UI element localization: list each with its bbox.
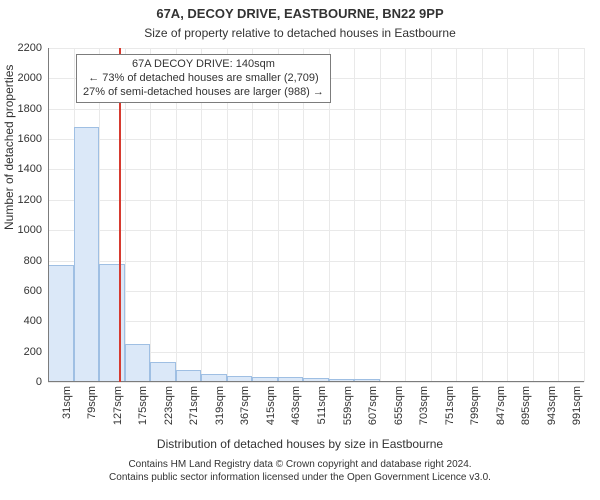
gridline-horizontal <box>48 291 584 292</box>
gridline-horizontal <box>48 139 584 140</box>
annotation-line: ← 73% of detached houses are smaller (2,… <box>83 72 324 86</box>
plot-area: 0200400600800100012001400160018002000220… <box>48 48 584 382</box>
x-tick-label: 703sqm <box>418 382 430 425</box>
x-tick-label: 79sqm <box>86 382 98 419</box>
gridline-vertical <box>380 48 381 382</box>
gridline-vertical <box>533 48 534 382</box>
x-tick-label: 367sqm <box>239 382 251 425</box>
y-tick-label: 0 <box>36 376 48 388</box>
x-tick-label: 751sqm <box>444 382 456 425</box>
gridline-vertical <box>507 48 508 382</box>
chart-figure: 67A, DECOY DRIVE, EASTBOURNE, BN22 9PP S… <box>0 0 600 500</box>
x-tick-label: 223sqm <box>163 382 175 425</box>
gridline-vertical <box>584 48 585 382</box>
y-tick-label: 1200 <box>18 194 48 206</box>
gridline-vertical <box>431 48 432 382</box>
y-tick-label: 2000 <box>18 72 48 84</box>
gridline-horizontal <box>48 230 584 231</box>
x-tick-label: 31sqm <box>61 382 73 419</box>
x-tick-label: 655sqm <box>393 382 405 425</box>
gridline-horizontal <box>48 200 584 201</box>
x-tick-label: 991sqm <box>571 382 583 425</box>
x-tick-label: 271sqm <box>188 382 200 425</box>
page-subtitle: Size of property relative to detached ho… <box>0 26 600 40</box>
x-tick-label: 127sqm <box>112 382 124 425</box>
gridline-vertical <box>405 48 406 382</box>
y-axis-label: Number of detached properties <box>2 65 16 230</box>
gridline-vertical <box>354 48 355 382</box>
gridline-horizontal <box>48 109 584 110</box>
annotation-box: 67A DECOY DRIVE: 140sqm← 73% of detached… <box>76 54 331 103</box>
gridline-horizontal <box>48 169 584 170</box>
x-tick-label: 799sqm <box>469 382 481 425</box>
gridline-vertical <box>482 48 483 382</box>
credits: Contains HM Land Registry data © Crown c… <box>0 459 600 484</box>
gridline-horizontal <box>48 261 584 262</box>
y-tick-label: 1800 <box>18 103 48 115</box>
histogram-bar <box>74 127 100 382</box>
x-tick-label: 463sqm <box>290 382 302 425</box>
y-tick-label: 2200 <box>18 42 48 54</box>
x-tick-label: 607sqm <box>367 382 379 425</box>
x-tick-label: 319sqm <box>214 382 226 425</box>
histogram-bar <box>48 265 74 382</box>
y-tick-label: 1000 <box>18 224 48 236</box>
y-tick-label: 600 <box>24 285 48 297</box>
gridline-vertical <box>558 48 559 382</box>
x-tick-label: 511sqm <box>316 382 328 424</box>
y-tick-label: 400 <box>24 315 48 327</box>
page-title: 67A, DECOY DRIVE, EASTBOURNE, BN22 9PP <box>0 6 600 21</box>
gridline-horizontal <box>48 321 584 322</box>
y-axis-line <box>48 48 49 382</box>
y-tick-label: 1600 <box>18 133 48 145</box>
x-axis-line <box>48 381 584 382</box>
y-tick-label: 800 <box>24 255 48 267</box>
x-tick-label: 415sqm <box>265 382 277 425</box>
y-tick-label: 200 <box>24 346 48 358</box>
x-tick-label: 847sqm <box>495 382 507 425</box>
x-tick-label: 943sqm <box>546 382 558 425</box>
x-axis-label: Distribution of detached houses by size … <box>0 437 600 451</box>
annotation-line: 27% of semi-detached houses are larger (… <box>83 86 324 100</box>
gridline-horizontal <box>48 48 584 49</box>
x-tick-label: 559sqm <box>342 382 354 425</box>
histogram-bar <box>99 264 125 382</box>
y-tick-label: 1400 <box>18 163 48 175</box>
gridline-vertical <box>456 48 457 382</box>
histogram-bar <box>150 362 176 382</box>
x-tick-label: 175sqm <box>137 382 149 425</box>
annotation-line: 67A DECOY DRIVE: 140sqm <box>83 58 324 72</box>
credits-line-2: Contains public sector information licen… <box>0 472 600 485</box>
histogram-bar <box>125 344 151 382</box>
credits-line-1: Contains HM Land Registry data © Crown c… <box>0 459 600 472</box>
x-tick-label: 895sqm <box>520 382 532 425</box>
